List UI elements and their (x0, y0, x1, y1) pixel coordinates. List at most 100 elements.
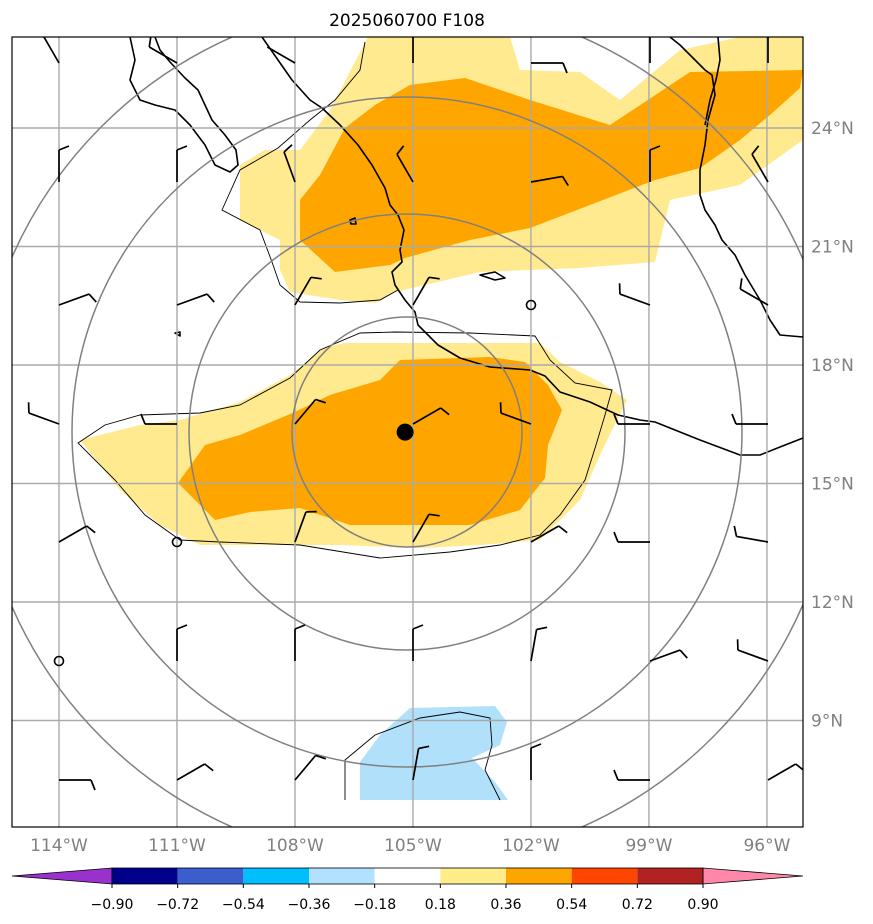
colorbar-segment (374, 868, 441, 884)
colorbar-tick-label: −0.54 (222, 897, 265, 913)
wind-calm-marker (53, 655, 65, 667)
wind-barb (613, 531, 650, 543)
wind-barb (767, 37, 769, 63)
wind-barb (649, 649, 688, 662)
coastline-gulf-inner (704, 37, 721, 126)
wind-barb (294, 276, 322, 306)
lat-tick-label: 12°N (811, 593, 854, 613)
wind-barb (412, 513, 440, 543)
colorbar-tick-label: 0.90 (687, 897, 718, 913)
wind-barb (412, 276, 440, 306)
wind-barb (176, 624, 188, 661)
wind-barb (530, 525, 568, 543)
wind-barb (176, 763, 214, 781)
wind-barb (42, 37, 60, 64)
colorbar-segment (506, 868, 572, 884)
storm-center-marker (396, 423, 414, 441)
colorbar-tick-label: 0.54 (556, 897, 587, 913)
wind-barb (294, 510, 317, 543)
lon-tick-label: 99°W (625, 836, 672, 856)
colorbar-extend-low (11, 867, 113, 885)
wind-barb (613, 769, 650, 781)
wind-barb (412, 407, 450, 425)
coastline-mexico-west (261, 37, 803, 456)
colorbar-tick-label: 0.18 (425, 897, 456, 913)
wind-barb (59, 779, 96, 791)
wind-barb (531, 62, 568, 74)
colorbar-tick-label: −0.90 (91, 897, 134, 913)
wind-barb (767, 763, 803, 781)
range-ring-600km (188, 213, 626, 651)
lon-tick-labels: 114°W 111°W 108°W 105°W 102°W 99°W 96°W (30, 836, 790, 856)
colorbar: −0.90 −0.72 −0.54 −0.36 −0.18 0.18 0.36 0.54 0.7… (11, 867, 804, 913)
lat-tick-labels: 24°N 21°N 18°N 15°N 12°N 9°N (811, 119, 854, 732)
lon-tick-label: 96°W (743, 836, 790, 856)
wind-barb (176, 145, 188, 182)
wind-barb (530, 743, 542, 780)
wind-barb (751, 145, 769, 183)
shade-negative (360, 706, 508, 800)
wind-barb (140, 413, 177, 425)
lon-tick-label: 108°W (266, 836, 324, 856)
range-ring-300km (291, 316, 523, 548)
lat-tick-label: 18°N (811, 356, 854, 376)
wind-calm-marker (171, 536, 183, 548)
colorbar-segment (177, 868, 244, 884)
colorbar-tick-label: −0.36 (288, 897, 331, 913)
wind-barb (530, 175, 569, 187)
wind-barb (412, 624, 424, 661)
wind-barb (396, 145, 414, 183)
wind-barb (58, 293, 97, 306)
wind-barb (412, 37, 414, 63)
contour-lower (77, 331, 613, 559)
wind-barb (266, 46, 296, 64)
wind-barb (731, 413, 768, 425)
wind-barb (618, 283, 651, 306)
wind-barb (283, 144, 296, 183)
colorbar-segment (637, 868, 703, 884)
lat-tick-label: 9°N (811, 712, 843, 732)
lat-tick-label: 15°N (811, 475, 854, 495)
colorbar-segment (112, 868, 178, 884)
wind-barb (294, 754, 327, 781)
contour-negative (344, 711, 501, 801)
wind-barbs (27, 37, 803, 791)
wind-barb (294, 624, 306, 661)
colorbar-tick-label: 0.72 (622, 897, 653, 913)
wind-barb (736, 639, 769, 662)
wind-barb (294, 398, 327, 425)
contour-upper (221, 41, 399, 304)
wind-barb (530, 626, 548, 662)
wind-barb (739, 278, 769, 306)
lat-tick-label: 21°N (811, 238, 854, 258)
colorbar-segment (571, 868, 638, 884)
shade-positive-upper-inner (300, 70, 803, 272)
wind-barb (613, 413, 650, 425)
colorbar-frame (111, 867, 704, 885)
lon-tick-label: 114°W (30, 836, 88, 856)
map-frame (11, 36, 804, 828)
range-rings (12, 37, 803, 827)
island-1 (479, 271, 506, 281)
lon-tick-label: 111°W (148, 836, 206, 856)
wind-barb (412, 745, 430, 781)
colorbar-segment (243, 868, 309, 884)
colorbar-tick-label: −0.18 (353, 897, 396, 913)
lon-tick-label: 105°W (384, 836, 442, 856)
wind-barb (58, 525, 96, 543)
wind-barb (148, 37, 178, 64)
lon-tick-label: 102°W (502, 836, 560, 856)
wind-barb (58, 145, 70, 182)
contour-lines (77, 41, 613, 801)
lat-tick-label: 24°N (811, 119, 854, 139)
colorbar-segment (309, 868, 375, 884)
wind-calm-marker (525, 299, 537, 311)
wind-barb (499, 402, 532, 425)
colorbar-tick-label: −0.72 (156, 897, 199, 913)
wind-barb (649, 145, 661, 182)
wind-barb (733, 525, 769, 543)
coastline-baja (129, 37, 239, 173)
colorbar-tick-label: 0.36 (490, 897, 521, 913)
island-2 (349, 217, 357, 225)
